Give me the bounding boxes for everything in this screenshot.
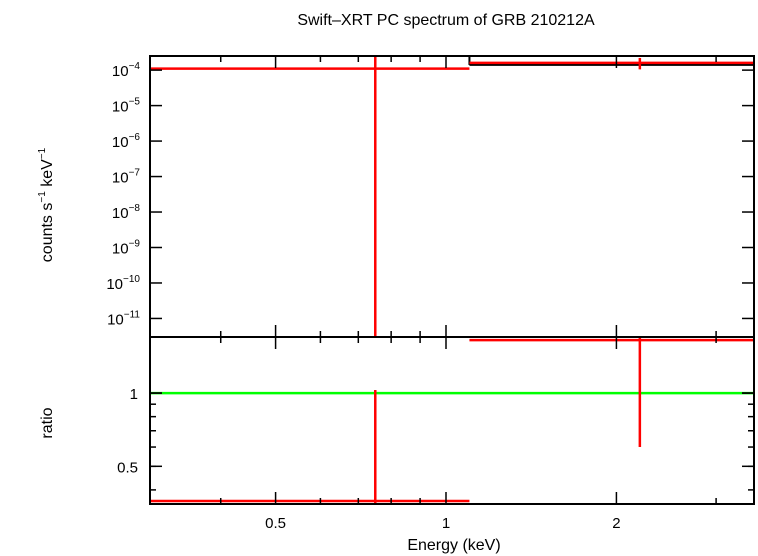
lower-ytick-label-1: 1 (130, 386, 138, 403)
lower-ylabel: ratio (39, 407, 56, 438)
ytick-label-base: 10 (112, 63, 129, 80)
upper-ytick-label-1: 10−5 (112, 97, 141, 116)
ytick-label-base: 10 (112, 170, 129, 187)
ytick-label-exp: −8 (129, 203, 141, 214)
upper-panel-frame (149, 55, 755, 338)
lower-panel-frame (149, 336, 755, 505)
upper-ytick-label-4: 10−8 (112, 203, 141, 222)
upper-ylabel-exp1: −1 (37, 191, 48, 203)
upper-ytick-label-5: 10−9 (112, 238, 141, 257)
upper-ytick-label-3: 10−7 (112, 168, 141, 187)
ytick-label-base: 10 (112, 134, 129, 151)
lower-ytick-label-0: 0.5 (117, 459, 138, 476)
x-tick-label-0: 0.5 (265, 515, 286, 532)
upper-ytick-label-7: 10−11 (107, 309, 140, 328)
ytick-label-exp: −4 (129, 61, 141, 72)
upper-ytick-label-2: 10−6 (112, 132, 141, 151)
ytick-label-base: 10 (106, 276, 123, 293)
ytick-label-base: 10 (107, 311, 124, 328)
upper-ytick-label-6: 10−10 (106, 274, 140, 293)
upper-ylabel-mid: keV (39, 159, 56, 191)
ytick-label-base: 10 (112, 99, 129, 116)
plot-layer: 10−410−510−610−710−810−910−1010−110.510.… (106, 55, 755, 532)
ytick-label-exp: −5 (129, 97, 141, 108)
ytick-label-base: 10 (112, 205, 129, 222)
upper-ylabel-base: counts s (39, 203, 56, 263)
ytick-label-exp: −9 (129, 238, 141, 249)
chart-title: Swift–XRT PC spectrum of GRB 210212A (297, 12, 595, 29)
upper-ytick-label-0: 10−4 (112, 61, 141, 80)
ytick-label-exp: −6 (129, 132, 141, 143)
upper-ylabel: counts s−1 keV−1 (37, 147, 56, 262)
upper-ylabel-exp2: −1 (37, 147, 48, 159)
ytick-label-exp: −7 (129, 168, 141, 179)
x-axis-label: Energy (keV) (407, 537, 500, 554)
x-tick-label-1: 1 (442, 515, 450, 532)
x-tick-label-2: 2 (612, 515, 620, 532)
ytick-label-exp: −11 (124, 309, 141, 320)
ytick-label-exp: −10 (123, 274, 140, 285)
ytick-label-base: 10 (112, 240, 129, 257)
